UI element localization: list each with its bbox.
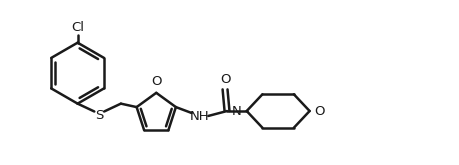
Text: Cl: Cl	[71, 21, 84, 34]
Text: O: O	[314, 104, 325, 117]
Text: NH: NH	[189, 110, 209, 123]
Text: O: O	[151, 75, 161, 88]
Text: S: S	[95, 109, 103, 122]
Text: N: N	[231, 104, 241, 117]
Text: O: O	[219, 73, 230, 86]
